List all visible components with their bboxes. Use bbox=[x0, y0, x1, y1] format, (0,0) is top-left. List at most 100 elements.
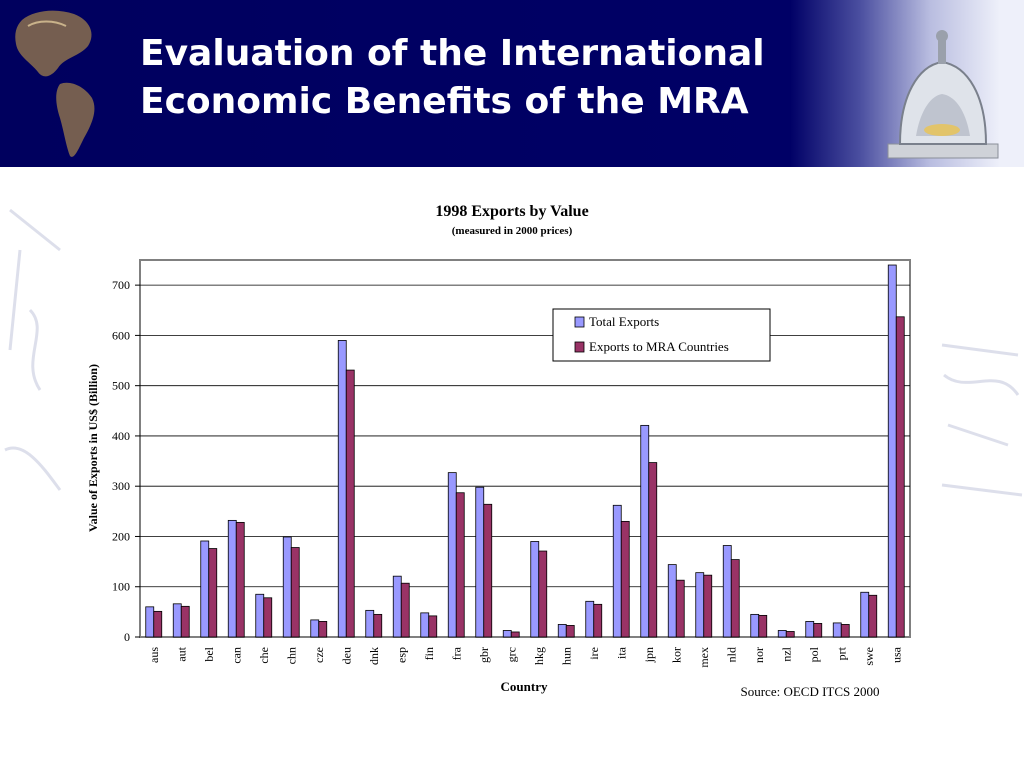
bar-mex-mra bbox=[703, 574, 713, 638]
slide-title: Evaluation of the International Economic… bbox=[140, 30, 780, 126]
bar-nzl-mra bbox=[785, 631, 795, 638]
legend-swatch-total-exports bbox=[574, 316, 585, 328]
x-tick-label: chn bbox=[284, 647, 298, 664]
y-tick-label: 400 bbox=[112, 429, 130, 443]
bar-che-mra bbox=[263, 597, 273, 638]
x-tick-label: nld bbox=[724, 647, 738, 662]
chart-title: 1998 Exports by Value bbox=[435, 203, 588, 220]
bar-fin-mra bbox=[428, 615, 438, 638]
legend-swatch-mra-exports bbox=[574, 341, 585, 353]
bar-ire-total bbox=[585, 600, 595, 638]
x-tick-label: jpn bbox=[642, 647, 656, 663]
bar-nor-total bbox=[750, 613, 760, 638]
bar-dnk-mra bbox=[373, 613, 383, 638]
bar-esp-total bbox=[392, 575, 402, 638]
x-tick-label: grc bbox=[504, 647, 518, 662]
x-tick-label: usa bbox=[889, 646, 903, 663]
x-tick-label: cze bbox=[312, 647, 326, 663]
y-tick-label: 500 bbox=[112, 379, 130, 393]
chart-subtitle: (measured in 2000 prices) bbox=[452, 225, 573, 237]
y-tick-label: 100 bbox=[112, 580, 130, 594]
bar-fin-total bbox=[420, 612, 430, 638]
bar-che-total bbox=[255, 593, 265, 638]
source-note: Source: OECD ITCS 2000 bbox=[740, 684, 879, 699]
bar-swe-mra bbox=[868, 594, 878, 638]
x-tick-label: bel bbox=[202, 646, 216, 661]
bar-hun-total bbox=[557, 624, 567, 638]
x-tick-label: dnk bbox=[367, 647, 381, 665]
x-tick-label: deu bbox=[339, 647, 353, 664]
bar-can-total bbox=[227, 519, 237, 638]
bar-deu-total bbox=[337, 340, 347, 638]
x-tick-label: esp bbox=[394, 647, 408, 663]
exports-bar-chart: 1998 Exports by Value (measured in 2000 … bbox=[86, 203, 911, 699]
bar-prt-total bbox=[832, 622, 842, 638]
bar-aut-total bbox=[172, 603, 182, 638]
legend-box bbox=[552, 308, 771, 362]
bar-jpn-mra bbox=[648, 462, 658, 638]
x-tick-label: hun bbox=[559, 647, 573, 665]
x-tick-label: hkg bbox=[532, 647, 546, 665]
bar-mex-total bbox=[695, 572, 705, 638]
bell-jar-icon bbox=[887, 30, 999, 159]
x-tick-label: swe bbox=[862, 647, 876, 666]
bar-nzl-total bbox=[777, 630, 787, 638]
bar-chn-total bbox=[282, 536, 292, 638]
title-banner: Evaluation of the International Economic… bbox=[0, 0, 1024, 167]
bar-prt-mra bbox=[840, 624, 850, 638]
bar-can-mra bbox=[235, 521, 245, 638]
background-sketch-left bbox=[4, 208, 62, 491]
bar-hun-mra bbox=[565, 625, 575, 638]
x-tick-label: nor bbox=[752, 647, 766, 663]
x-tick-label: fin bbox=[422, 647, 436, 660]
x-tick-label: che bbox=[257, 647, 271, 664]
y-tick-label: 0 bbox=[124, 630, 130, 644]
bar-fra-total bbox=[447, 472, 457, 638]
plot-area bbox=[139, 259, 911, 638]
bar-grc-total bbox=[502, 630, 512, 638]
bar-aut-mra bbox=[180, 605, 190, 638]
bar-ita-total bbox=[612, 504, 622, 638]
bar-jpn-total bbox=[640, 424, 650, 638]
bar-pol-total bbox=[805, 621, 815, 638]
bar-bel-mra bbox=[208, 548, 218, 638]
x-tick-label: prt bbox=[834, 646, 848, 660]
bar-chn-mra bbox=[290, 547, 300, 638]
legend-label-mra-exports: Exports to MRA Countries bbox=[589, 339, 729, 354]
x-tick-label: aut bbox=[174, 646, 188, 661]
bar-dnk-total bbox=[365, 609, 375, 638]
title-line-2: Economic Benefits of the MRA bbox=[140, 81, 749, 122]
bar-cze-mra bbox=[318, 621, 328, 638]
x-tick-label: kor bbox=[669, 647, 683, 663]
bar-swe-total bbox=[860, 591, 870, 638]
bar-grc-mra bbox=[510, 631, 520, 638]
x-tick-label: aus bbox=[147, 647, 161, 663]
y-tick-label: 200 bbox=[112, 529, 130, 543]
x-tick-label: nzl bbox=[779, 646, 793, 661]
y-tick-label: 300 bbox=[112, 479, 130, 493]
bar-kor-mra bbox=[675, 579, 685, 638]
bar-ita-mra bbox=[620, 520, 630, 638]
x-tick-label: ita bbox=[614, 646, 628, 659]
y-tick-label: 700 bbox=[112, 278, 130, 292]
bar-esp-mra bbox=[400, 582, 410, 638]
bar-nld-mra bbox=[730, 559, 740, 638]
legend: Total Exports Exports to MRA Countries bbox=[552, 308, 771, 362]
bar-kor-total bbox=[667, 564, 677, 638]
bar-hkg-total bbox=[530, 541, 540, 638]
x-tick-label: mex bbox=[697, 647, 711, 668]
bar-pol-mra bbox=[813, 623, 823, 638]
bar-bel-total bbox=[200, 540, 210, 638]
bar-gbr-mra bbox=[483, 503, 493, 638]
bar-ire-mra bbox=[593, 603, 603, 638]
background-sketch-right bbox=[941, 343, 1023, 497]
bar-hkg-mra bbox=[538, 550, 548, 638]
bar-usa-mra bbox=[895, 316, 905, 638]
bar-gbr-total bbox=[475, 486, 485, 638]
bar-aus-mra bbox=[153, 610, 163, 638]
x-tick-label: ire bbox=[587, 647, 601, 660]
y-tick-label: 600 bbox=[112, 328, 130, 342]
x-tick-label: fra bbox=[449, 646, 463, 660]
x-tick-label: can bbox=[229, 647, 243, 664]
bar-usa-total bbox=[887, 264, 897, 638]
